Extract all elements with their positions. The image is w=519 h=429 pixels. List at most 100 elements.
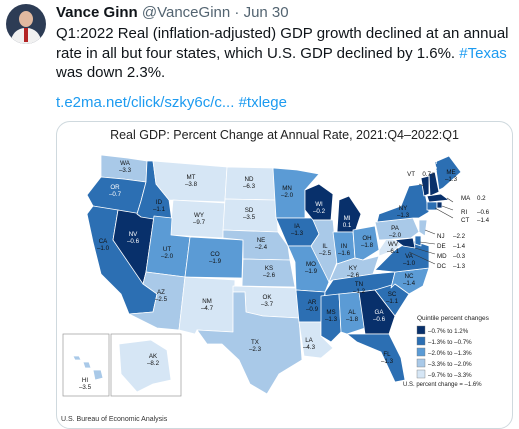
author-avatar[interactable] [6,4,46,44]
state-abbr-va: VA [405,253,414,260]
hashtag-texas-link[interactable]: #Texas [459,44,507,62]
leader-line-ct [434,207,454,219]
state-abbr-ny: NY [399,205,408,212]
map-title: Real GDP: Percent Change at Annual Rate,… [110,128,459,142]
state-VT [420,175,430,197]
state-FL [346,333,406,383]
state-abbr-ct: CT [461,217,469,224]
state-IL [310,219,338,283]
gdp-state-map: WA –3.3OR –0.7CA –1.0NV –0.6ID –1.1MT –3.8WY –9… [62,154,490,397]
leader-line-ma [446,197,454,203]
state-value-ok: –3.7 [261,301,274,308]
state-HI-big-island [92,369,104,381]
state-abbr-sd: SD [245,207,254,214]
external-link[interactable]: t.e2ma.net/click/szky6c/c... [56,94,235,111]
leader-line-ri [441,205,454,211]
state-label-wa: WA –3.3 [119,160,132,174]
state-value-in: –1.6 [338,250,351,257]
state-value-ia: –1.3 [291,230,304,237]
leader-line-dc [408,251,436,265]
state-abbr-ok: OK [263,294,273,301]
state-abbr-tn: TN [355,281,363,288]
state-abbr-wv: WV [388,241,399,248]
state-value-al: –1.8 [346,316,359,323]
state-label-wy: WY –9.7 [193,212,206,226]
state-label-ct: CT –1.4 [461,217,490,224]
state-value-nd: –6.3 [243,183,256,190]
state-value-sc: –1.1 [386,298,399,305]
leader-line-nj [424,229,436,235]
state-label-al: AL –1.8 [346,309,359,323]
state-value-or: –0.7 [109,191,122,198]
state-label-az: AZ –2.5 [155,289,168,303]
state-label-sc: SC –1.1 [386,291,399,305]
map-image-card[interactable]: Real GDP: Percent Change at Annual Rate,… [56,121,513,429]
state-value-mi: 0.1 [343,222,352,229]
state-label-sd: SD –3.5 [243,207,256,221]
state-value-ky: –2.6 [347,272,360,279]
state-value-la: –4.3 [303,344,316,351]
state-abbr-fl: FL [383,351,391,358]
state-label-mi: MI 0.1 [343,215,352,229]
state-abbr-co: CO [210,251,219,258]
state-label-ne: NE –2.4 [255,237,268,251]
state-abbr-mo: MO [306,261,316,268]
state-label-md: MD –0.3 [437,253,466,260]
state-value-ca: –1.0 [97,245,110,252]
state-abbr-ak: AK [149,353,158,360]
state-abbr-ky: KY [349,265,357,272]
state-abbr-sc: SC [388,291,397,298]
tweet-date[interactable]: Jun 30 [243,4,289,21]
alaska-inset-box [110,333,182,397]
state-value-tn: –1.2 [353,288,366,295]
state-label-ar: AR –0.9 [306,299,319,313]
state-RI [436,201,443,209]
legend-items: –0.7% to 1.2% –1.3% to –0.7% –2.0% to –1.3… [416,325,472,379]
state-value-wy: –9.7 [193,219,206,226]
state-abbr-or: OR [110,184,120,191]
state-label-ok: OK –3.7 [261,294,274,308]
author-handle[interactable]: @VanceGinn [141,4,231,21]
legend-label: –0.7% to 1.2% [428,328,469,335]
state-label-ms: MS –1.3 [325,309,338,323]
state-abbr-ks: KS [265,265,273,272]
state-label-de: DE –1.4 [437,243,466,250]
state-value-mo: –1.9 [305,268,318,275]
state-label-ut: UT –2.0 [161,246,174,260]
legend-swatch [416,325,426,335]
state-abbr-nc: NC [405,273,414,280]
state-value-va: –1.0 [403,260,416,267]
state-label-in: IN –1.6 [338,243,351,257]
state-value-ga: –0.6 [373,316,386,323]
state-abbr-me: ME [446,169,455,176]
state-MA [426,193,450,203]
state-label-nj: NJ –2.2 [437,233,466,240]
state-label-ks: KS –2.6 [263,265,276,279]
legend-label: –2.0% to –1.3% [428,350,472,357]
state-label-tx: TX –2.3 [249,339,262,353]
state-label-mo: MO –1.9 [305,261,318,275]
state-value-mt: –3.8 [185,181,198,188]
state-abbr-wi: WI [315,201,323,208]
state-abbr-dc: DC [437,263,446,270]
legend-label: –3.3% to –2.0% [428,361,472,368]
legend-label: –1.3% to –0.7% [428,339,472,346]
state-abbr-de: DE [437,243,446,250]
leader-line-de [419,241,436,245]
state-value-ny: –1.3 [397,212,410,219]
state-value-nh: 1.2 [429,166,438,173]
state-abbr-ia: IA [294,223,301,230]
avatar-tie [24,28,28,42]
hashtag-txlege-link[interactable]: #txlege [238,94,287,111]
state-abbr-md: MD [437,253,447,260]
state-value-nc: –1.4 [403,280,416,287]
state-label-oh: OH –1.8 [361,235,374,249]
state-value-ak: –8.2 [147,360,160,367]
state-abbr-nm: NM [202,298,212,305]
state-abbr-az: AZ [157,289,165,296]
state-value-nv: –0.6 [127,238,140,245]
state-label-nm: NM –4.7 [201,298,214,312]
header-separator: · [234,4,240,21]
author-name[interactable]: Vance Ginn [56,4,138,21]
state-value-ne: –2.4 [255,244,268,251]
